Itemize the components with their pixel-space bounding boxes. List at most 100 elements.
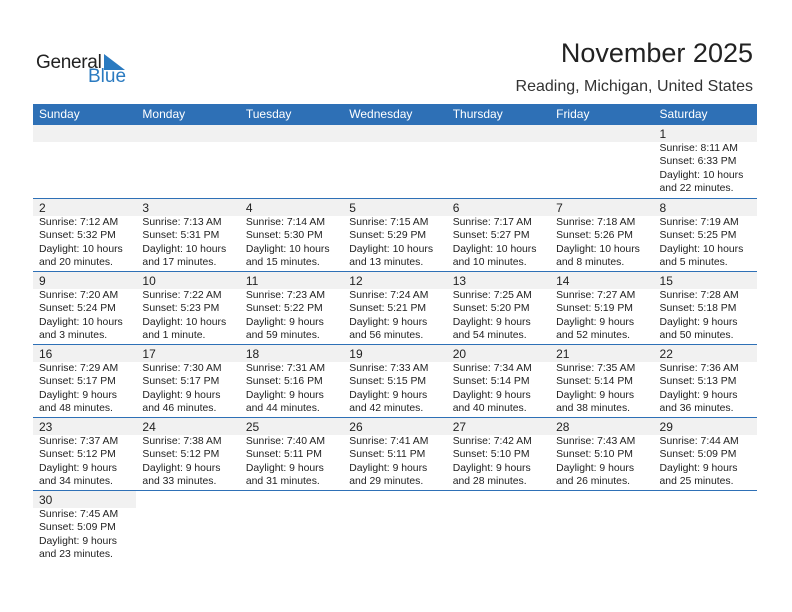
day-cell: 5 Sunrise: 7:15 AM Sunset: 5:29 PM Daylight… (343, 199, 447, 271)
day-cell: 12 Sunrise: 7:24 AM Sunset: 5:21 PM Dayligh… (343, 272, 447, 344)
sunrise: Sunrise: 7:41 AM (349, 436, 429, 447)
sunrise: Sunrise: 7:18 AM (556, 217, 636, 228)
day-number: 22 (653, 345, 757, 362)
daylight: Daylight: 10 hours (39, 316, 123, 328)
sunrise: Sunrise: 7:12 AM (39, 217, 119, 228)
sunset: Sunset: 5:26 PM (556, 230, 633, 242)
sunrise: Sunrise: 7:36 AM (659, 363, 739, 374)
day-number: 14 (550, 272, 654, 289)
weekday-sunday: Sunday (39, 107, 80, 121)
daylight: Daylight: 9 hours (245, 462, 324, 474)
daylight-minutes: and 46 minutes. (142, 403, 217, 415)
weekday-wednesday: Wednesday (349, 107, 413, 121)
sunset: Sunset: 5:24 PM (39, 303, 116, 315)
daylight-minutes: and 15 minutes. (245, 257, 320, 269)
day-cell (239, 125, 344, 198)
daylight-minutes: and 26 minutes. (556, 476, 631, 488)
day-number: 11 (239, 272, 344, 289)
week-row: 9 Sunrise: 7:20 AM Sunset: 5:24 PM Daylight… (33, 271, 757, 344)
daylight: Daylight: 9 hours (556, 316, 635, 328)
day-cell: 29 Sunrise: 7:44 AM Sunset: 5:09 PM Dayligh… (653, 418, 757, 490)
daylight-minutes: and 17 minutes. (142, 257, 217, 269)
sunset: Sunset: 5:17 PM (142, 376, 220, 388)
day-number: 24 (136, 418, 240, 435)
daylight-minutes: and 36 minutes. (659, 403, 734, 415)
calendar-body: 1 Sunrise: 8:11 AM Sunset: 6:33 PM Daylight… (33, 125, 757, 563)
day-number: 7 (550, 199, 654, 216)
empty-day-band (239, 125, 344, 142)
sunrise: Sunrise: 7:24 AM (349, 290, 429, 301)
sunrise: Sunrise: 7:13 AM (142, 217, 222, 228)
daylight-minutes: and 13 minutes. (349, 257, 424, 269)
day-cell: 15 Sunrise: 7:28 AM Sunset: 5:18 PM Dayligh… (653, 272, 757, 344)
sunrise: Sunrise: 7:14 AM (245, 217, 325, 228)
day-cell: 26 Sunrise: 7:41 AM Sunset: 5:11 PM Dayligh… (343, 418, 447, 490)
empty-day-band (550, 125, 654, 142)
day-cell: 4 Sunrise: 7:14 AM Sunset: 5:30 PM Daylight… (239, 199, 344, 271)
sunset: Sunset: 5:27 PM (452, 230, 530, 242)
sunrise: Sunrise: 7:30 AM (142, 363, 222, 374)
sunset: Sunset: 5:11 PM (349, 449, 426, 461)
day-cell: 2 Sunrise: 7:12 AM Sunset: 5:32 PM Daylight… (33, 199, 137, 271)
daylight: Daylight: 9 hours (245, 316, 324, 328)
empty-day-band (136, 125, 240, 142)
sunset: Sunset: 5:12 PM (142, 449, 220, 461)
sunrise: Sunrise: 7:44 AM (659, 436, 739, 447)
sunset: Sunset: 5:29 PM (349, 230, 427, 242)
day-number: 4 (239, 199, 344, 216)
daylight: Daylight: 9 hours (556, 462, 635, 474)
sunset: Sunset: 5:13 PM (659, 376, 737, 388)
daylight: Daylight: 10 hours (39, 243, 123, 255)
weekday-saturday: Saturday (659, 107, 708, 121)
sunrise: Sunrise: 7:22 AM (142, 290, 222, 301)
logo: General Blue (36, 52, 136, 92)
sunrise: Sunrise: 7:33 AM (349, 363, 429, 374)
page-title: November 2025 (560, 38, 753, 68)
daylight: Daylight: 9 hours (39, 462, 117, 474)
day-number: 29 (653, 418, 757, 435)
sunset: Sunset: 5:21 PM (349, 303, 427, 315)
day-cell: 21 Sunrise: 7:35 AM Sunset: 5:14 PM Dayligh… (550, 345, 654, 417)
week-row: 23 Sunrise: 7:37 AM Sunset: 5:12 PM Dayligh… (33, 417, 757, 490)
daylight-minutes: and 8 minutes. (556, 257, 625, 269)
day-number: 28 (550, 418, 654, 435)
day-cell (136, 491, 239, 563)
daylight-minutes: and 34 minutes. (39, 476, 113, 488)
day-cell: 20 Sunrise: 7:34 AM Sunset: 5:14 PM Dayligh… (446, 345, 551, 417)
logo-word-general: General (36, 52, 102, 73)
day-cell: 22 Sunrise: 7:36 AM Sunset: 5:13 PM Dayligh… (653, 345, 757, 417)
day-number: 2 (33, 199, 137, 216)
day-number: 17 (136, 345, 240, 362)
daylight: Daylight: 9 hours (349, 389, 428, 401)
day-number: 10 (136, 272, 240, 289)
sunset: Sunset: 5:10 PM (556, 449, 633, 461)
weekday-header: Sunday Monday Tuesday Wednesday Thursday Frid… (33, 104, 757, 125)
daylight-minutes: and 22 minutes. (659, 183, 734, 195)
day-number: 26 (343, 418, 447, 435)
sunset: Sunset: 5:11 PM (245, 449, 322, 461)
sunrise: Sunrise: 7:25 AM (452, 290, 532, 301)
daylight: Daylight: 9 hours (245, 389, 324, 401)
daylight: Daylight: 9 hours (452, 389, 531, 401)
day-number: 13 (446, 272, 551, 289)
day-cell: 27 Sunrise: 7:42 AM Sunset: 5:10 PM Dayligh… (446, 418, 551, 490)
day-cell: 23 Sunrise: 7:37 AM Sunset: 5:12 PM Dayligh… (33, 418, 137, 490)
day-cell: 24 Sunrise: 7:38 AM Sunset: 5:12 PM Dayligh… (136, 418, 240, 490)
day-cell: 17 Sunrise: 7:30 AM Sunset: 5:17 PM Dayligh… (136, 345, 240, 417)
day-cell (550, 125, 654, 198)
day-cell: 8 Sunrise: 7:19 AM Sunset: 5:25 PM Daylight… (653, 199, 757, 271)
daylight: Daylight: 9 hours (556, 389, 635, 401)
day-number: 21 (550, 345, 654, 362)
sunset: Sunset: 5:15 PM (349, 376, 427, 388)
sunset: Sunset: 5:14 PM (556, 376, 633, 388)
day-number: 23 (33, 418, 137, 435)
daylight: Daylight: 9 hours (39, 389, 117, 401)
daylight-minutes: and 1 minute. (142, 330, 206, 342)
sunrise: Sunrise: 7:31 AM (245, 363, 325, 374)
daylight: Daylight: 9 hours (659, 462, 738, 474)
daylight-minutes: and 28 minutes. (452, 476, 527, 488)
day-cell (550, 491, 653, 563)
sunrise: Sunrise: 7:29 AM (39, 363, 119, 374)
day-cell: 7 Sunrise: 7:18 AM Sunset: 5:26 PM Daylight… (550, 199, 654, 271)
sunrise: Sunrise: 7:43 AM (556, 436, 636, 447)
